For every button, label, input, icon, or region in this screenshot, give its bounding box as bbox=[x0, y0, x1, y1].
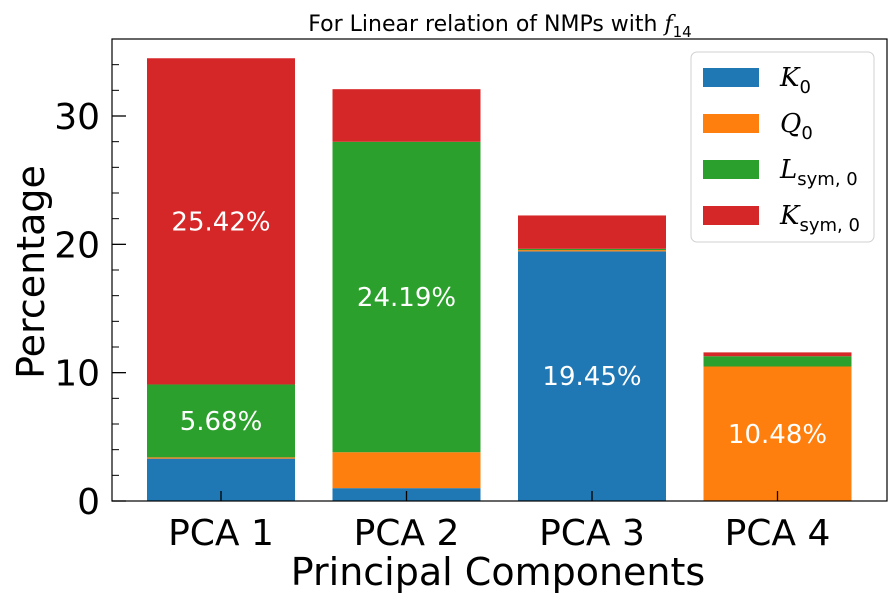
y-axis-label: Percentage bbox=[9, 165, 53, 379]
x-axis-label: Principal Components bbox=[291, 550, 705, 594]
bar-labels-group: 25.42% 5.68% 24.19% 19.45% 10.48% bbox=[171, 207, 827, 449]
bar-segment-pca-3-s3 bbox=[518, 215, 666, 249]
legend: K0 Q0 Lsym, 0 Ksym, 0 bbox=[690, 51, 875, 243]
axes-group: 0 10 20 30 PCA 1 PCA 2 PCA 3 PCA 4 bbox=[54, 38, 888, 554]
legend-swatch bbox=[703, 68, 759, 87]
bar-value-label: 19.45% bbox=[542, 362, 641, 392]
y-tick-label: 0 bbox=[77, 482, 100, 523]
legend-swatch bbox=[703, 206, 759, 225]
bar-segment-pca-4-s3 bbox=[703, 352, 852, 357]
bar-value-label: 25.42% bbox=[171, 207, 270, 237]
y-tick-label: 10 bbox=[54, 354, 100, 395]
bar-segment-pca-2-s2 bbox=[332, 141, 481, 453]
bar-value-label: 24.19% bbox=[357, 283, 456, 313]
chart-title-text: For Linear relation of NMPs with bbox=[308, 12, 657, 37]
bar-segment-pca-3-s1 bbox=[518, 250, 666, 252]
legend-label: Q0 bbox=[780, 109, 813, 144]
y-tick-label: 20 bbox=[54, 225, 100, 266]
x-tick-label: PCA 2 bbox=[354, 513, 460, 554]
legend-swatch bbox=[703, 160, 759, 179]
bar-segment-pca-2-s3 bbox=[332, 89, 481, 142]
legend-label: Lsym, 0 bbox=[779, 155, 858, 190]
bar-segment-pca-3-s2 bbox=[518, 248, 666, 251]
bar-value-label: 5.68% bbox=[180, 407, 263, 437]
bar-segment-pca-1-s1 bbox=[147, 457, 295, 459]
legend-label: K0 bbox=[779, 63, 811, 98]
bars-group bbox=[147, 58, 852, 501]
legend-label: Ksym, 0 bbox=[779, 201, 860, 236]
x-tick-label: PCA 3 bbox=[539, 513, 645, 554]
bar-segment-pca-2-s1 bbox=[332, 452, 481, 489]
chart-title-math-sub: 14 bbox=[673, 23, 692, 41]
legend-swatch bbox=[703, 114, 759, 133]
bar-segment-pca-4-s2 bbox=[703, 356, 852, 367]
bar-segment-pca-1-s3 bbox=[147, 58, 295, 385]
x-tick-label: PCA 4 bbox=[725, 513, 831, 554]
x-tick-label: PCA 1 bbox=[168, 513, 274, 554]
bar-value-label: 10.48% bbox=[728, 420, 827, 450]
bar-segment-pca-4-s1 bbox=[703, 366, 852, 501]
legend-box bbox=[690, 51, 875, 243]
chart-title: For Linear relation of NMPs with f14 bbox=[308, 12, 691, 41]
y-tick-label: 30 bbox=[54, 97, 100, 138]
bar-segment-pca-3-s0 bbox=[518, 251, 666, 501]
bar-segment-pca-1-s2 bbox=[147, 384, 295, 458]
